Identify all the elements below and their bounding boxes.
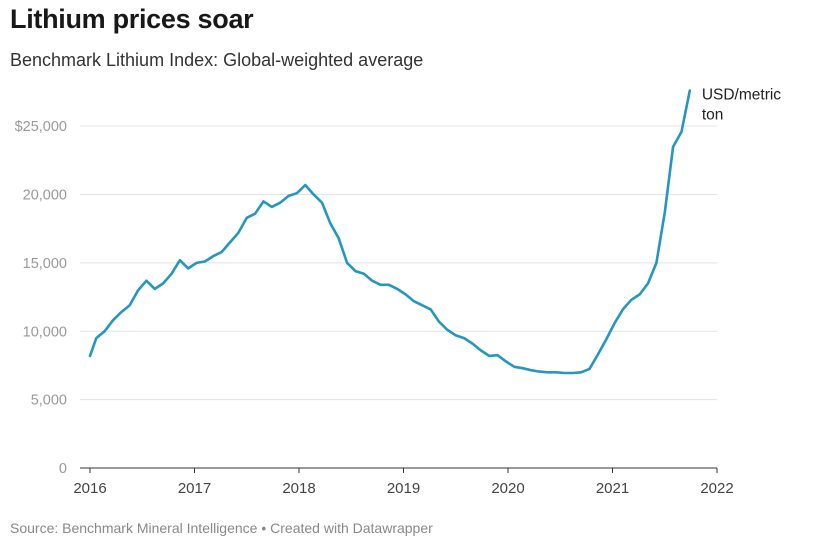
y-tick-label: $25,000: [15, 119, 67, 135]
series-line-lithium-index: [88, 89, 692, 375]
source-text: Source: Benchmark Mineral Intelligence: [10, 520, 258, 536]
y-tick-label: 20,000: [23, 188, 67, 204]
y-tick-label: 10,000: [23, 324, 67, 340]
x-tick-label: 2017: [178, 480, 211, 497]
unit-label-line-2: ton: [702, 107, 724, 124]
gridlines: [80, 125, 717, 401]
unit-label: USD/metric ton: [702, 87, 786, 124]
chart-subtitle: Benchmark Lithium Index: Global-weighted…: [10, 50, 424, 70]
y-axis-ticks: 0 5,000 10,000 15,000 20,000 $25,000: [15, 119, 67, 477]
y-tick-label: 0: [59, 461, 67, 477]
footer-source-line: Source: Benchmark Mineral Intelligence •…: [10, 520, 433, 536]
separator-dot: •: [261, 520, 267, 536]
x-tick-label: 2019: [387, 480, 420, 497]
unit-label-line-1: USD/metric: [702, 87, 781, 104]
chart-title: Lithium prices soar: [10, 4, 254, 34]
x-tick-label: 2020: [491, 480, 524, 497]
x-axis-ticks: 2016 2017 2018 2019 2020 2021 2022: [73, 468, 734, 497]
x-tick-label: 2018: [282, 480, 315, 497]
y-tick-label: 5,000: [31, 393, 67, 409]
y-tick-label: 15,000: [23, 256, 67, 272]
credit-text: Created with Datawrapper: [270, 520, 433, 536]
x-tick-label: 2021: [596, 480, 629, 497]
x-tick-label: 2016: [73, 480, 106, 497]
x-tick-label: 2022: [700, 480, 733, 497]
